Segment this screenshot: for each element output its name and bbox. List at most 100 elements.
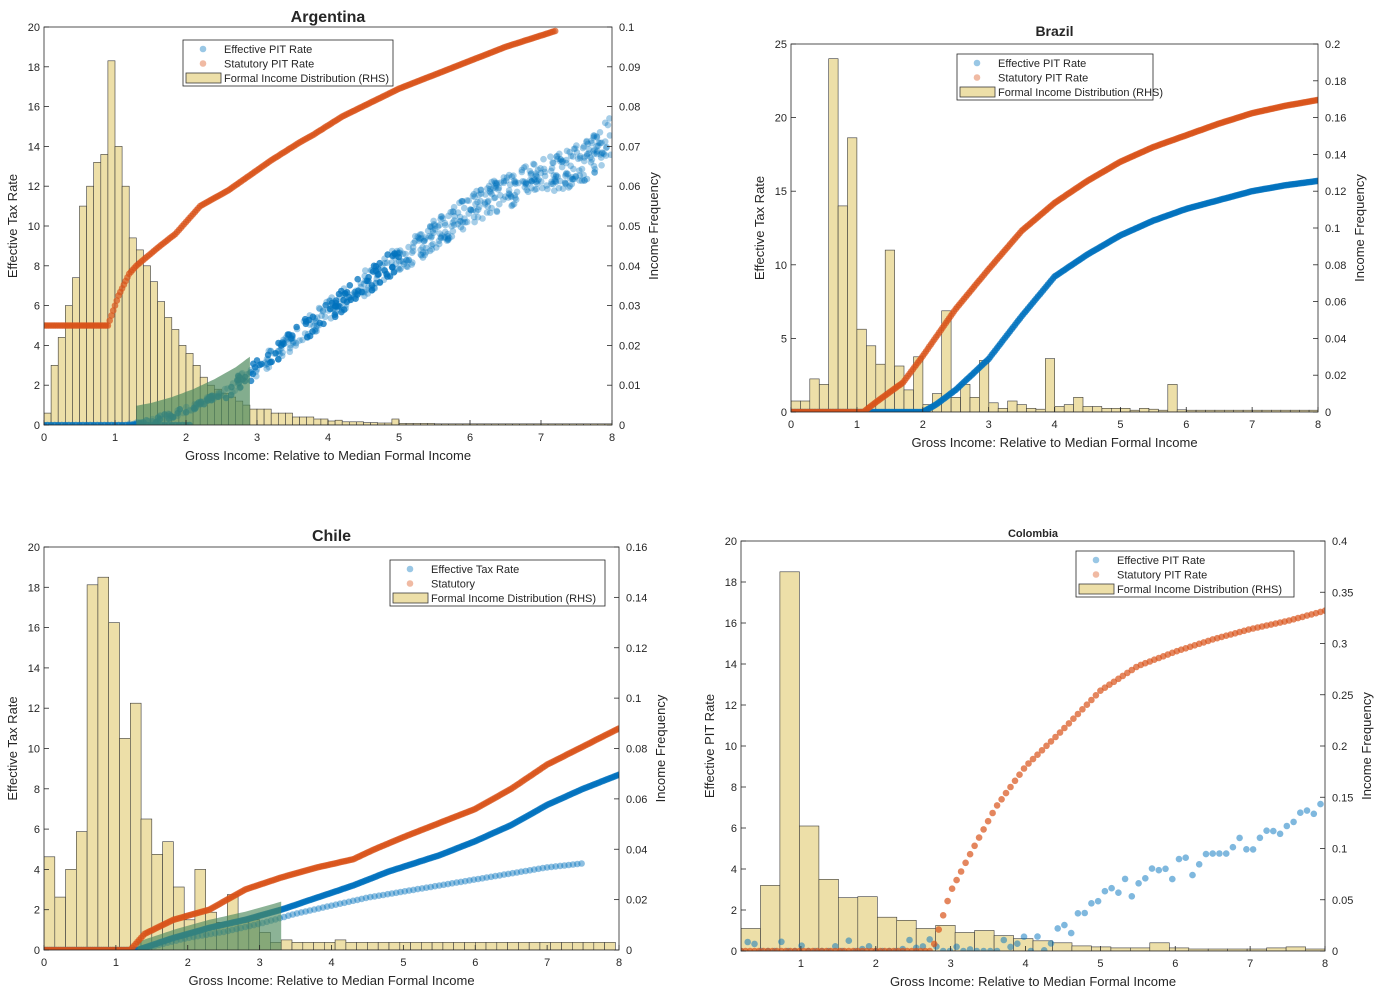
statutory-point [984, 817, 992, 825]
effective-point [590, 132, 597, 139]
legend-entry: Formal Income Distribution (RHS) [224, 73, 389, 85]
effective-point [583, 138, 590, 146]
effective-point [450, 221, 458, 229]
effective-point [331, 313, 339, 321]
histogram-bar [550, 942, 562, 950]
effective-point [447, 208, 455, 216]
effective-point [267, 359, 274, 366]
x-tick-label: 2 [920, 419, 926, 431]
effective-point [510, 200, 518, 208]
effective-point [588, 156, 596, 163]
statutory-point [111, 302, 119, 309]
effective-point [548, 180, 555, 188]
histogram-bar [1305, 948, 1325, 951]
statutory-point [1016, 771, 1023, 778]
y2-axis-label: Income Frequency [653, 694, 668, 802]
effective-point [471, 218, 478, 226]
overlap-band [136, 356, 250, 425]
y2-tick-label: 0.09 [619, 62, 640, 74]
statutory-point [993, 802, 1001, 809]
effective-point [561, 179, 569, 186]
y-tick-label: 12 [725, 700, 737, 712]
histogram-bar [1054, 406, 1065, 412]
effective-point [593, 148, 601, 156]
effective-point [431, 226, 439, 233]
effective-point [535, 176, 542, 183]
histogram-bar [1082, 406, 1093, 412]
effective-point [1128, 893, 1136, 900]
y2-tick-label: 0.04 [626, 844, 647, 856]
effective-point [585, 146, 593, 153]
effective-point [438, 213, 446, 220]
effective-point [306, 907, 314, 914]
effective-point [367, 267, 375, 274]
effective-point [493, 179, 501, 187]
legend-marker [199, 45, 207, 53]
x-axis-label: Gross Income: Relative to Median Formal … [185, 448, 471, 463]
histogram-bar [884, 249, 895, 412]
y-tick-label: 0 [34, 420, 40, 432]
effective-point [306, 332, 314, 340]
effective-point [583, 175, 591, 183]
effective-point [563, 169, 570, 177]
histogram-bar [79, 205, 87, 425]
y-tick-label: 10 [28, 221, 40, 233]
statutory-point [939, 912, 947, 919]
effective-point [573, 149, 581, 156]
y2-tick-label: 0 [626, 945, 632, 957]
effective-point [391, 250, 398, 257]
effective-point [595, 139, 602, 146]
histogram-bar [249, 408, 258, 425]
effective-point [599, 149, 606, 157]
effective-point [596, 139, 604, 147]
histogram-bar [50, 364, 59, 425]
statutory-point [551, 27, 559, 35]
effective-point [466, 877, 473, 884]
effective-point [1216, 850, 1223, 857]
effective-point [576, 172, 584, 179]
effective-point [568, 173, 575, 181]
y2-tick-label: 0.03 [619, 301, 640, 313]
effective-point [593, 133, 600, 140]
histogram-bar [1063, 404, 1074, 412]
effective-point [523, 186, 530, 194]
histogram-bar [507, 942, 519, 950]
y-tick-label: 6 [731, 823, 737, 835]
effective-point [606, 132, 612, 139]
effective-point [372, 279, 380, 287]
effective-point [434, 223, 442, 230]
effective-point [552, 863, 559, 870]
effective-point [426, 232, 433, 240]
effective-point [533, 185, 540, 193]
effective-point [252, 372, 260, 380]
y-tick-label: 18 [28, 582, 40, 594]
effective-point [410, 239, 417, 247]
effective-point [511, 191, 519, 199]
axes-colombia: 1 2 3 4 5 6 7 80246810121416182000.050.10.150.2… [725, 536, 1354, 970]
effective-point [450, 208, 457, 216]
effective-point [1175, 855, 1183, 863]
effective-point [1014, 940, 1021, 947]
statutory-point [1074, 710, 1082, 718]
effective-point [576, 177, 583, 184]
effective-point [361, 292, 368, 300]
x-tick-label: 1 [112, 432, 118, 444]
effective-point [414, 885, 422, 893]
effective-point [1229, 843, 1237, 851]
effective-point [1115, 889, 1122, 896]
effective-point [417, 246, 424, 254]
effective-point [376, 279, 384, 286]
x-axis-label: Gross Income: Relative to Median Formal … [911, 435, 1197, 450]
chart-title: Colombia [1008, 528, 1059, 540]
x-tick-label: 4 [1051, 419, 1057, 431]
x-tick-label: 3 [986, 419, 992, 431]
effective-point [408, 261, 416, 268]
effective-point [444, 230, 451, 238]
effective-point [332, 303, 340, 310]
effective-point [553, 152, 561, 160]
effective-point [396, 247, 404, 254]
statutory-point [957, 868, 965, 875]
effective-point [534, 177, 541, 185]
effective-point [553, 153, 560, 160]
histogram-bar [828, 58, 839, 412]
